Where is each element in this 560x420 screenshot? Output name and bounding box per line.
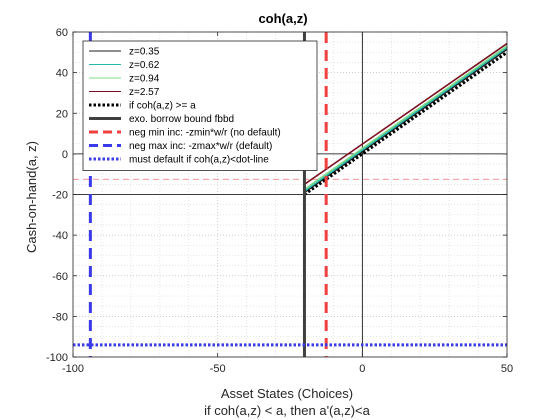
x-axis-label: Asset States (Choices) [221, 386, 353, 401]
series-line [304, 42, 508, 186]
chart-title: coh(a,z) [258, 11, 307, 26]
x-tick-label: -100 [62, 363, 84, 375]
legend-label: neg min inc: -zmin*w/r (no default) [129, 128, 281, 139]
x-tick-label: 50 [501, 363, 513, 375]
legend-label: z=0.35 [129, 47, 160, 58]
legend-label: z=0.94 [129, 74, 160, 85]
y-tick-label: -40 [52, 230, 68, 242]
legend-label: if coh(a,z) >= a [129, 101, 196, 112]
y-axis-label: Cash-on-hand(a, z) [24, 141, 39, 253]
y-tick-label: 20 [56, 108, 68, 120]
y-tick-label: 0 [62, 149, 68, 161]
series-line [304, 45, 508, 191]
y-tick-label: -100 [46, 352, 68, 364]
y-tick-label: 40 [56, 68, 68, 80]
series-group [303, 42, 508, 196]
y-tick-label: 60 [56, 27, 68, 39]
y-tick-label: -20 [52, 190, 68, 202]
legend-label: must default if coh(a,z)<dot-line [129, 155, 269, 166]
legend: z=0.35 z=0.62 z=0.94 z=2.57 if coh(a,z) >= a… [82, 40, 318, 171]
series-line [304, 46, 508, 192]
y-ticks: -100 -80 -60 -40 -20 0 20 40 60 [46, 27, 507, 364]
legend-label: neg max inc: -zmax*w/r (default) [129, 141, 272, 152]
legend-label: exo. borrow bound fbbd [129, 114, 234, 125]
x-tick-label: 0 [359, 363, 365, 375]
y-tick-label: -60 [52, 271, 68, 283]
x-axis-label-secondary: if coh(a,z) < a, then a'(a,z)<a [204, 403, 371, 418]
series-line [303, 51, 508, 196]
legend-label: z=2.57 [129, 87, 160, 98]
x-ticks: -100 -50 0 50 [62, 32, 513, 375]
series-line [304, 48, 508, 194]
legend-box [82, 40, 318, 171]
x-tick-label: -50 [210, 363, 226, 375]
legend-label: z=0.62 [129, 60, 160, 71]
y-tick-label: -80 [52, 311, 68, 323]
